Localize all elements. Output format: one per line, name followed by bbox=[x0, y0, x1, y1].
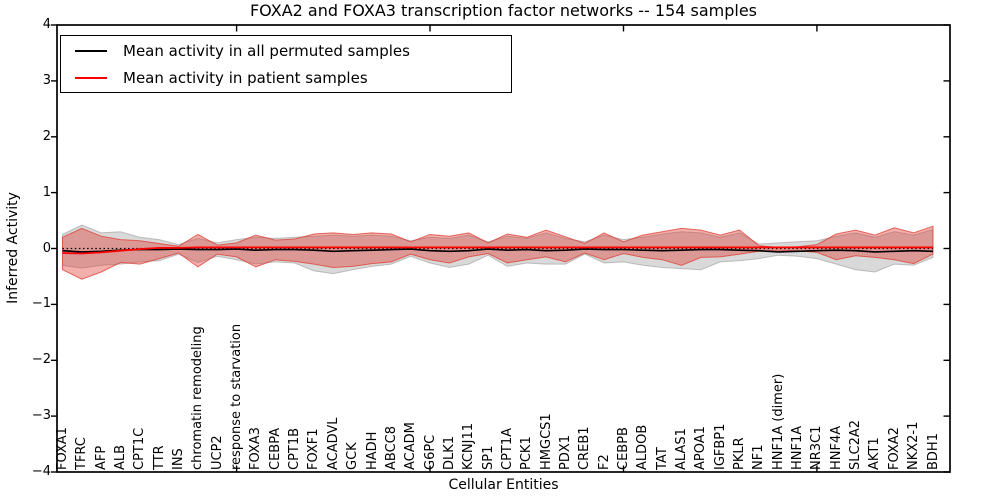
x-category-label: FOXA1 bbox=[55, 427, 70, 470]
legend-label-patient: Mean activity in patient samples bbox=[123, 68, 368, 87]
permuted-mean-line bbox=[62, 248, 934, 253]
x-category-label: ALB bbox=[113, 444, 129, 470]
x-category-label: NKX2-1 bbox=[906, 421, 922, 470]
legend-label-permuted: Mean activity in all permuted samples bbox=[123, 41, 410, 60]
chart-title: FOXA2 and FOXA3 transcription factor net… bbox=[249, 1, 758, 20]
x-category-label: BDH1 bbox=[925, 433, 941, 470]
x-category-label: NF1 bbox=[751, 444, 767, 470]
x-category-label: PDX1 bbox=[557, 434, 573, 470]
x-category-label: CPT1C bbox=[132, 427, 148, 470]
x-category-label: HMGCS1 bbox=[538, 413, 554, 470]
x-category-label: FOXA3 bbox=[248, 427, 264, 470]
y-tick-label: 4 bbox=[42, 17, 51, 32]
x-category-label: FOXF1 bbox=[306, 428, 322, 470]
x-category-label: APOA1 bbox=[693, 426, 709, 470]
x-category-label: HNF4A bbox=[828, 425, 844, 470]
patient-mean-line bbox=[62, 246, 933, 255]
x-category-label: DLK1 bbox=[441, 435, 457, 470]
x-category-label: PCK1 bbox=[519, 436, 535, 470]
y-tick-label: 2 bbox=[42, 128, 51, 144]
x-category-label: CPT1B bbox=[287, 427, 303, 470]
x-category-label: ACADM bbox=[403, 422, 419, 470]
x-category-label: SLC2A2 bbox=[848, 419, 864, 470]
x-category-label: AKT1 bbox=[867, 437, 883, 470]
x-category-label: NR3C1 bbox=[809, 425, 825, 470]
x-category-label: chromatin remodeling bbox=[190, 326, 206, 470]
patient-line-swatch bbox=[75, 76, 107, 79]
x-category-label: ALAS1 bbox=[674, 428, 690, 470]
x-category-label: ABCC8 bbox=[383, 425, 399, 470]
y-tick-label: −1 bbox=[31, 296, 51, 312]
patient-band bbox=[62, 225, 934, 280]
x-category-label: HNF1A bbox=[790, 425, 806, 470]
legend-item-permuted: Mean activity in all permuted samples bbox=[61, 40, 511, 62]
x-category-label: F2 bbox=[596, 454, 612, 470]
y-tick-label: 0 bbox=[42, 240, 51, 256]
x-category-label: INS bbox=[171, 448, 187, 470]
x-category-label: CEBPA bbox=[267, 427, 283, 470]
x-category-label: KCNJ11 bbox=[461, 423, 477, 470]
x-category-label: AFP bbox=[93, 445, 109, 470]
x-axis-label: Cellular Entities bbox=[448, 477, 559, 493]
x-category-label: TFRC bbox=[74, 437, 90, 470]
y-tick-label: −2 bbox=[31, 352, 51, 368]
x-category-label: ACADVL bbox=[325, 417, 341, 470]
x-category-label: TAT bbox=[654, 447, 670, 470]
x-category-label: CPT1A bbox=[499, 427, 515, 470]
x-category-label: response to starvation bbox=[229, 323, 245, 470]
x-category-label: FOXA2 bbox=[886, 427, 902, 470]
legend-item-patient: Mean activity in patient samples bbox=[61, 67, 511, 89]
y-tick-label: −3 bbox=[31, 408, 51, 424]
x-category-label: HADH bbox=[364, 431, 380, 470]
x-category-label: ALDOB bbox=[635, 424, 651, 470]
y-tick-label: −4 bbox=[31, 464, 51, 479]
x-category-label: UCP2 bbox=[209, 435, 225, 470]
legend: Mean activity in all permuted samples Me… bbox=[60, 35, 512, 93]
x-category-label: GCK bbox=[345, 442, 361, 470]
y-tick-label: 1 bbox=[42, 184, 51, 200]
x-category-label: PKLR bbox=[732, 437, 748, 470]
x-category-label: SP1 bbox=[480, 445, 496, 470]
x-category-label: IGFBP1 bbox=[712, 423, 728, 470]
permuted-line-swatch bbox=[75, 49, 107, 52]
x-category-label: CREB1 bbox=[577, 426, 593, 470]
y-tick-label: 3 bbox=[42, 72, 51, 88]
x-category-label: CEBPB bbox=[615, 427, 631, 470]
x-category-label: TTR bbox=[151, 445, 167, 470]
x-category-label: HNF1A (dimer) bbox=[770, 373, 786, 470]
x-category-label: G6PC bbox=[422, 434, 438, 470]
